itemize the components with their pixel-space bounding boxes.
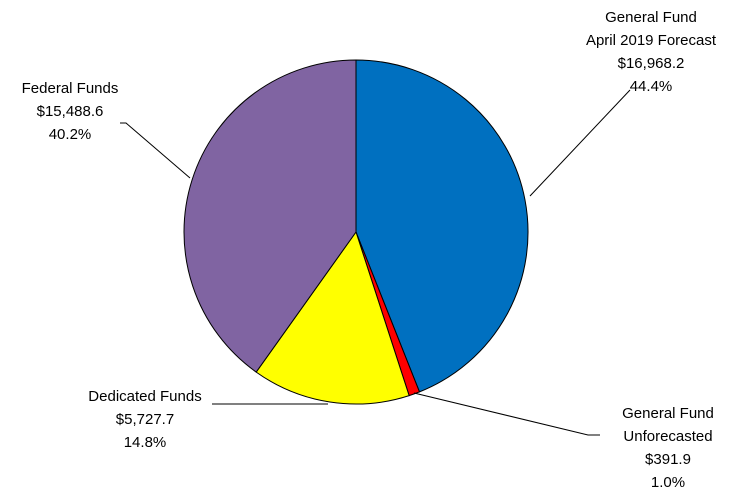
slice-percent: 1.0% — [651, 474, 685, 491]
slice-name: April 2019 Forecast — [586, 32, 717, 49]
slice-label-dedicated-funds: Dedicated Funds $5,727.7 14.8% — [88, 388, 201, 451]
leader-line-general-fund-unforecasted — [413, 392, 600, 436]
slice-name: Federal Funds — [22, 80, 119, 97]
slice-value: $391.9 — [645, 451, 691, 468]
pie-slice-general-fund-april-2019-forecast — [355, 59, 529, 393]
pie-slice-dedicated-funds — [255, 230, 410, 405]
slice-label-federal-funds: Federal Funds $15,488.6 40.2% — [22, 80, 119, 143]
slice-percent: 44.4% — [630, 78, 673, 95]
slice-name: General Fund — [622, 405, 714, 422]
slice-label-general-fund-april-2019-forecast: General Fund April 2019 Forecast $16,968.2… — [586, 9, 717, 95]
pie-slices — [183, 59, 529, 405]
slice-percent: 40.2% — [49, 126, 92, 143]
slice-name: General Fund — [605, 9, 697, 26]
slice-name: Dedicated Funds — [88, 388, 201, 405]
slice-value: $5,727.7 — [116, 411, 174, 428]
leader-line-federal-funds — [120, 122, 191, 179]
data-labels: General Fund April 2019 Forecast $16,968.2… — [22, 9, 717, 491]
slice-percent: 14.8% — [124, 434, 167, 451]
leader-line-general-fund-april-2019-forecast — [529, 89, 631, 197]
slice-label-general-fund-unforecasted: General Fund Unforecasted $391.9 1.0% — [622, 405, 714, 491]
slice-value: $15,488.6 — [37, 103, 104, 120]
slice-name: Unforecasted — [623, 428, 712, 445]
slice-value: $16,968.2 — [618, 55, 685, 72]
leader-lines — [120, 89, 631, 436]
pie-slice-federal-funds — [183, 59, 357, 373]
